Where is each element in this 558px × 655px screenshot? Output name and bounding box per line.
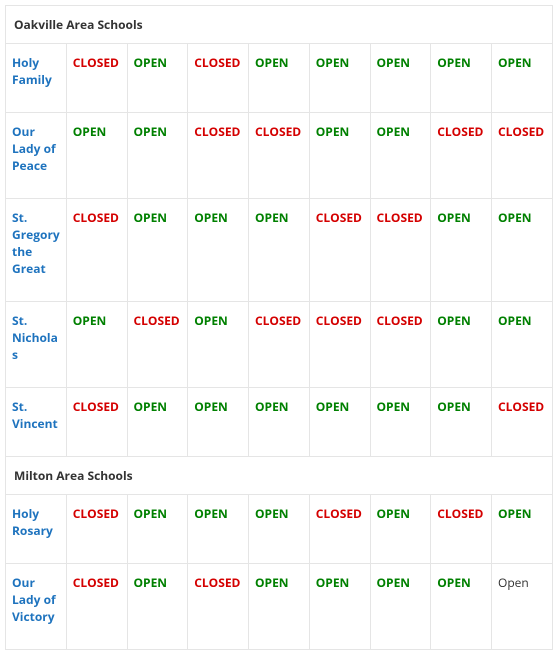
school-row: Our Lady of VictoryCLOSEDOPENCLOSEDOPENO… <box>6 564 553 650</box>
status-cell: CLOSED <box>66 44 127 113</box>
school-row: Holy FamilyCLOSEDOPENCLOSEDOPENOPENOPENO… <box>6 44 553 113</box>
school-name[interactable]: Holy Family <box>6 44 67 113</box>
school-name[interactable]: St. Nicholas <box>6 302 67 388</box>
status-cell: OPEN <box>188 495 249 564</box>
status-cell: OPEN <box>249 388 310 457</box>
status-cell: OPEN <box>66 113 127 199</box>
status-cell: OPEN <box>309 44 370 113</box>
section-title: Milton Area Schools <box>6 457 553 495</box>
school-row: St. Gregory the GreatCLOSEDOPENOPENOPENC… <box>6 199 553 302</box>
status-cell: OPEN <box>188 302 249 388</box>
status-cell: OPEN <box>188 199 249 302</box>
status-cell: OPEN <box>249 564 310 650</box>
status-cell: OPEN <box>431 199 492 302</box>
status-cell: CLOSED <box>492 388 553 457</box>
status-cell: CLOSED <box>66 388 127 457</box>
status-cell: CLOSED <box>309 302 370 388</box>
status-table: Oakville Area SchoolsHoly FamilyCLOSEDOP… <box>5 5 553 650</box>
section-header-row: Oakville Area Schools <box>6 6 553 44</box>
status-cell: CLOSED <box>188 44 249 113</box>
status-cell: CLOSED <box>431 113 492 199</box>
status-cell: OPEN <box>370 564 431 650</box>
status-cell: OPEN <box>249 199 310 302</box>
status-cell: OPEN <box>127 113 188 199</box>
status-cell: OPEN <box>431 44 492 113</box>
school-row: Holy RosaryCLOSEDOPENOPENOPENCLOSEDOPENC… <box>6 495 553 564</box>
status-cell: OPEN <box>249 495 310 564</box>
status-cell: OPEN <box>127 388 188 457</box>
status-cell: CLOSED <box>188 564 249 650</box>
status-cell: CLOSED <box>309 495 370 564</box>
status-cell: OPEN <box>309 113 370 199</box>
status-cell: CLOSED <box>188 113 249 199</box>
status-cell: CLOSED <box>249 113 310 199</box>
status-cell: OPEN <box>127 44 188 113</box>
status-cell: OPEN <box>188 388 249 457</box>
status-cell: CLOSED <box>66 564 127 650</box>
status-cell: Open <box>492 564 553 650</box>
status-cell: OPEN <box>127 564 188 650</box>
status-cell: CLOSED <box>249 302 310 388</box>
school-name[interactable]: Holy Rosary <box>6 495 67 564</box>
school-name[interactable]: St. Gregory the Great <box>6 199 67 302</box>
status-cell: OPEN <box>370 44 431 113</box>
school-name[interactable]: Our Lady of Peace <box>6 113 67 199</box>
school-name[interactable]: St. Vincent <box>6 388 67 457</box>
status-cell: OPEN <box>66 302 127 388</box>
status-cell: OPEN <box>127 495 188 564</box>
school-row: St. NicholasOPENCLOSEDOPENCLOSEDCLOSEDCL… <box>6 302 553 388</box>
status-cell: CLOSED <box>66 199 127 302</box>
status-cell: OPEN <box>431 564 492 650</box>
status-cell: CLOSED <box>66 495 127 564</box>
status-cell: OPEN <box>249 44 310 113</box>
section-header-row: Milton Area Schools <box>6 457 553 495</box>
school-row: St. VincentCLOSEDOPENOPENOPENOPENOPENOPE… <box>6 388 553 457</box>
status-cell: OPEN <box>127 199 188 302</box>
status-cell: CLOSED <box>370 199 431 302</box>
status-cell: OPEN <box>309 564 370 650</box>
school-row: Our Lady of PeaceOPENOPENCLOSEDCLOSEDOPE… <box>6 113 553 199</box>
section-title: Oakville Area Schools <box>6 6 553 44</box>
status-cell: OPEN <box>492 199 553 302</box>
status-cell: OPEN <box>492 495 553 564</box>
status-cell: OPEN <box>492 44 553 113</box>
status-cell: CLOSED <box>309 199 370 302</box>
status-cell: OPEN <box>431 302 492 388</box>
status-cell: OPEN <box>370 388 431 457</box>
status-cell: OPEN <box>370 495 431 564</box>
status-cell: OPEN <box>492 302 553 388</box>
status-cell: CLOSED <box>370 302 431 388</box>
status-cell: OPEN <box>431 388 492 457</box>
school-name[interactable]: Our Lady of Victory <box>6 564 67 650</box>
status-cell: OPEN <box>370 113 431 199</box>
status-cell: OPEN <box>309 388 370 457</box>
status-cell: CLOSED <box>492 113 553 199</box>
status-cell: CLOSED <box>431 495 492 564</box>
status-cell: CLOSED <box>127 302 188 388</box>
